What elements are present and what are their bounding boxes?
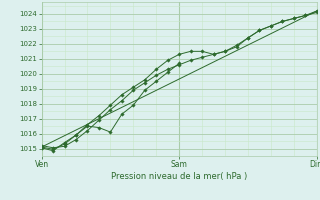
X-axis label: Pression niveau de la mer( hPa ): Pression niveau de la mer( hPa ) (111, 172, 247, 181)
